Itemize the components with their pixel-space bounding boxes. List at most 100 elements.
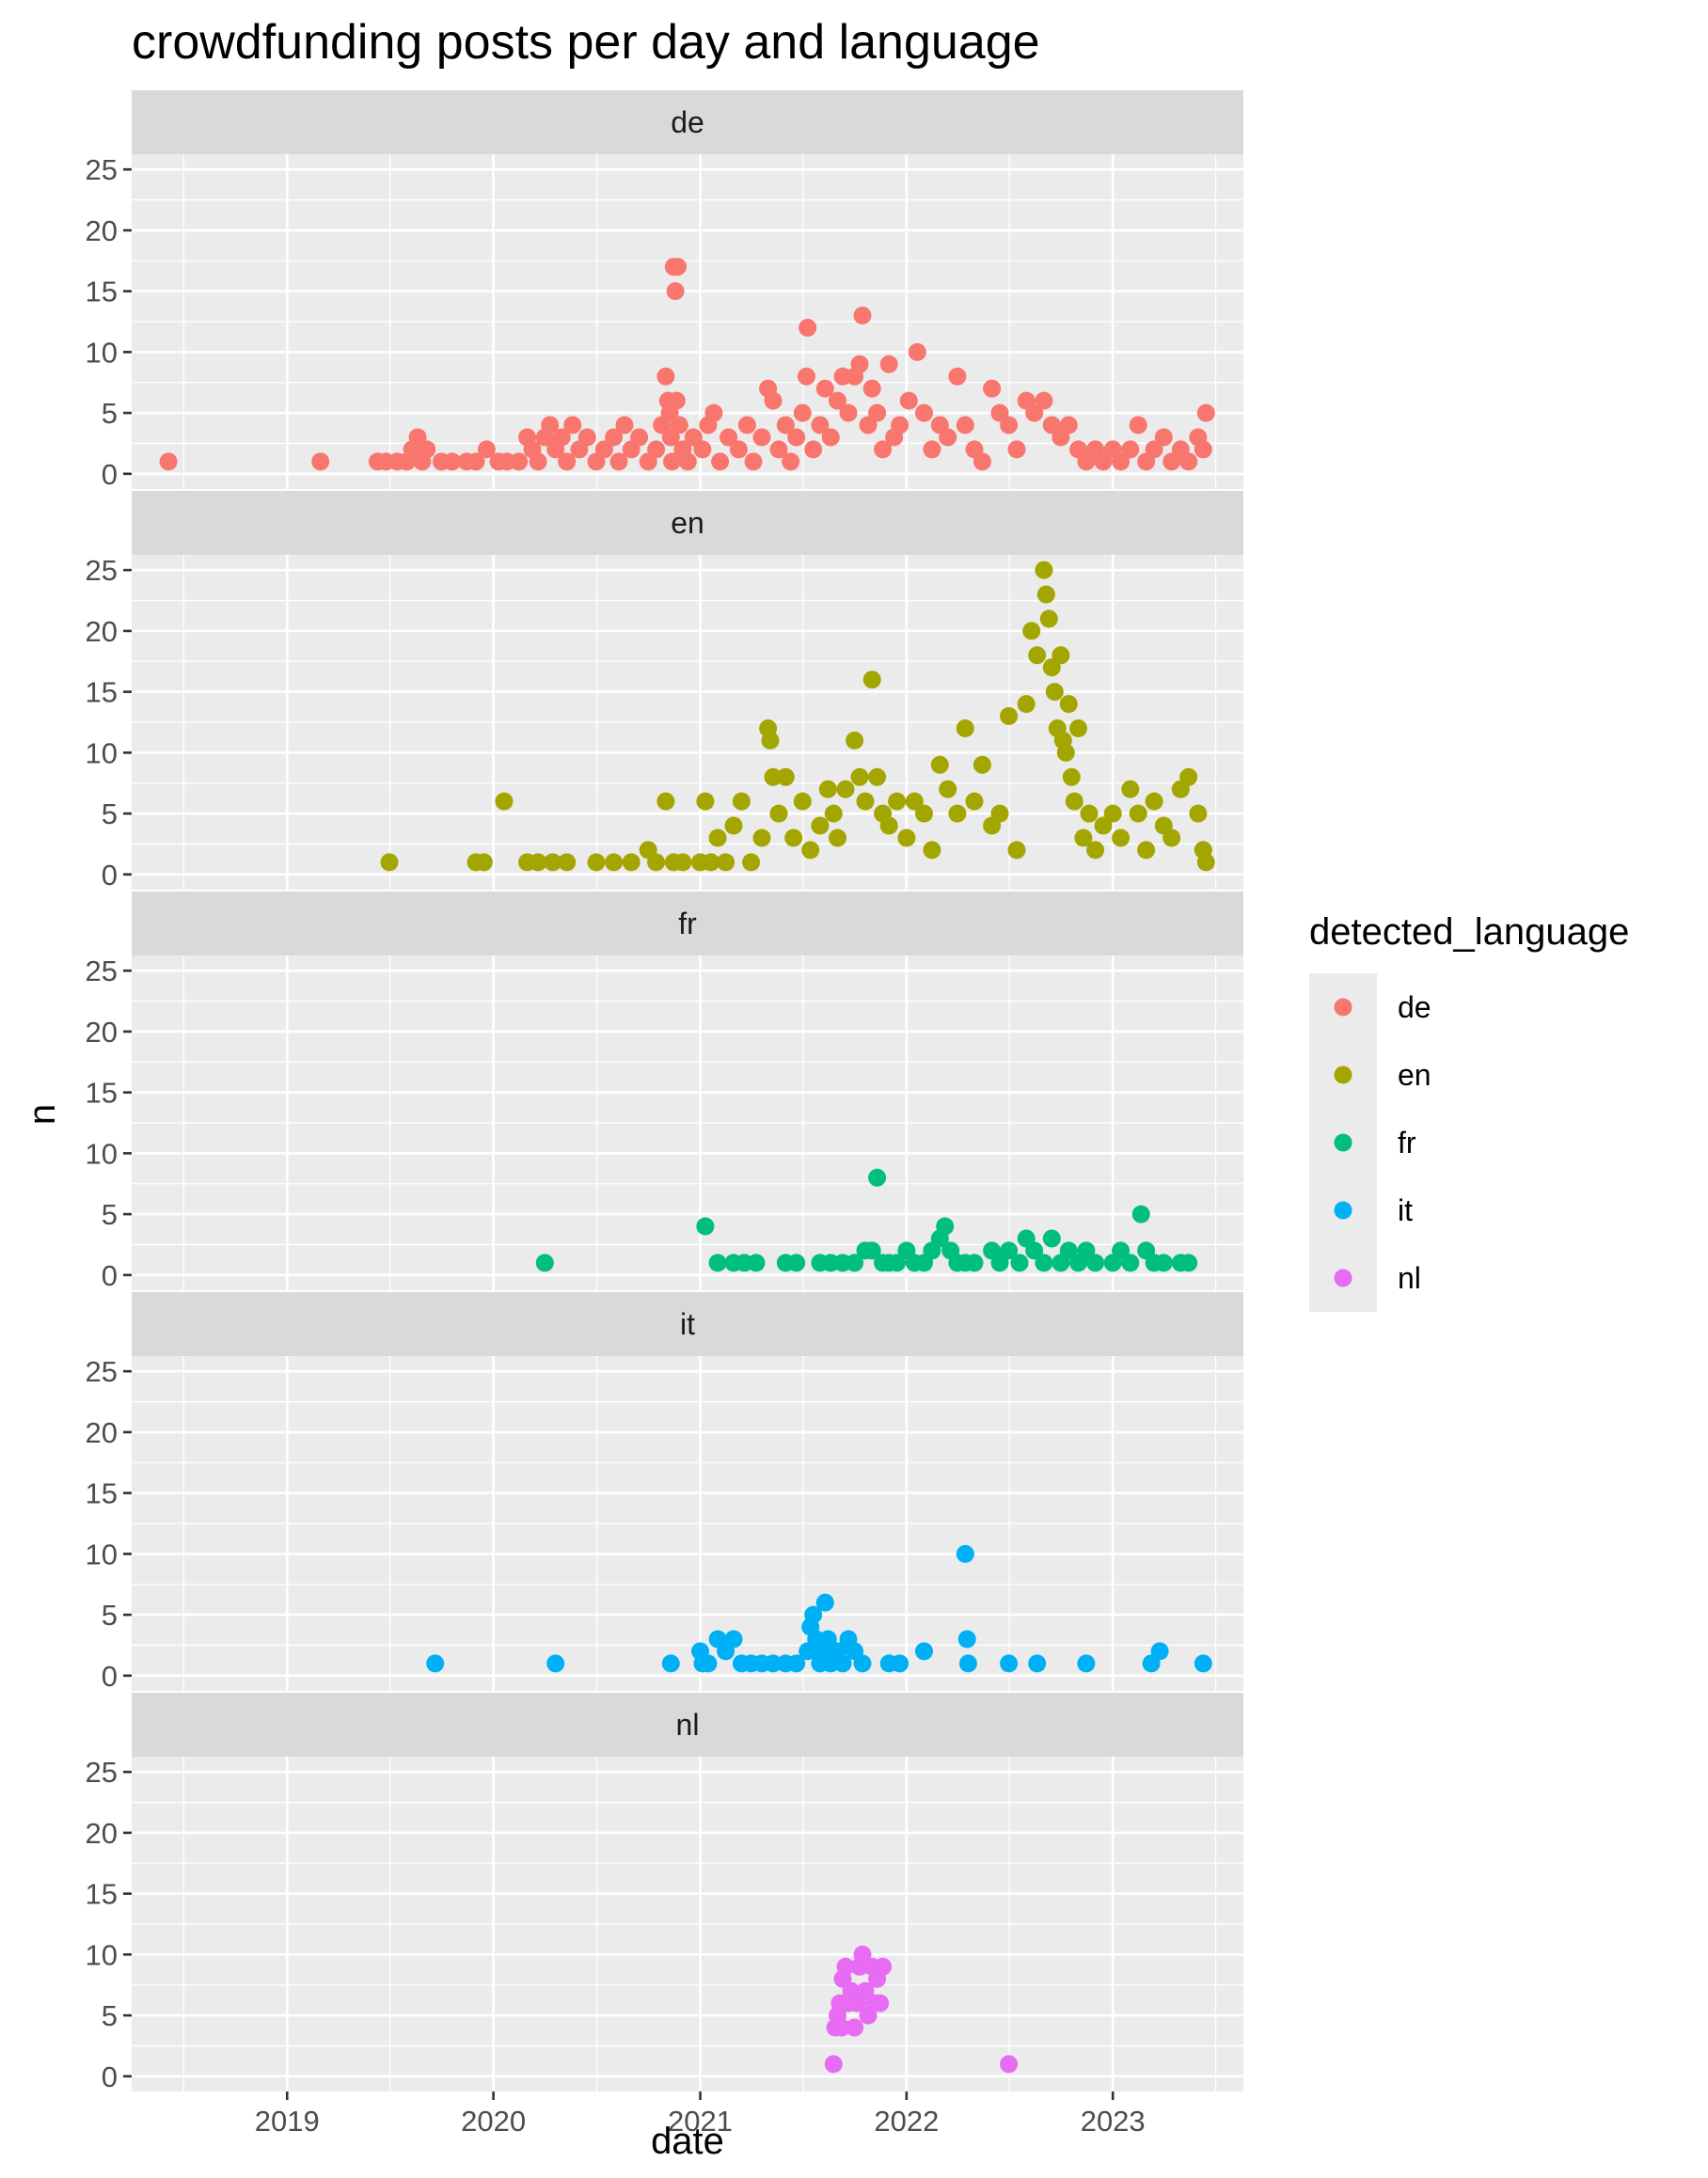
data-point: [724, 816, 743, 835]
data-point: [1052, 646, 1070, 665]
data-point: [868, 403, 887, 422]
data-point: [669, 258, 687, 276]
data-point: [958, 1654, 977, 1673]
x-tick-label: 2023: [1081, 2105, 1146, 2138]
data-point: [737, 416, 756, 434]
data-point: [1094, 816, 1113, 835]
y-tick-label: 10: [86, 736, 118, 769]
data-point: [1039, 609, 1058, 628]
data-point: [1179, 767, 1198, 786]
data-point: [702, 853, 720, 872]
data-point: [1196, 403, 1215, 422]
data-point: [850, 767, 869, 786]
y-tick-label: 25: [86, 955, 118, 987]
data-point: [990, 804, 1009, 823]
data-point: [1154, 1254, 1173, 1272]
data-point: [1000, 707, 1019, 725]
y-tick-label: 5: [102, 1198, 118, 1231]
data-point: [605, 428, 624, 447]
data-point: [752, 428, 771, 447]
data-point: [818, 780, 837, 798]
x-tick-label: 2019: [255, 2105, 320, 2138]
data-point: [1025, 403, 1044, 422]
data-point: [853, 1654, 872, 1673]
data-point: [973, 755, 991, 774]
data-point: [874, 1957, 893, 1976]
data-point: [1035, 1254, 1053, 1272]
y-tick-label: 0: [102, 1660, 118, 1693]
y-tick-label: 15: [86, 1477, 118, 1510]
data-point: [764, 1654, 783, 1673]
data-point: [1179, 452, 1198, 471]
x-tick-label: 2020: [461, 2105, 526, 2138]
y-tick-label: 0: [102, 2060, 118, 2093]
legend-label: de: [1398, 990, 1431, 1024]
data-point: [311, 452, 330, 471]
data-point: [793, 792, 812, 811]
facet-panel-it: it 0 5 10 15 20 25: [86, 1292, 1243, 1693]
data-point: [1000, 1241, 1019, 1260]
data-point: [1007, 841, 1026, 860]
data-point: [1129, 416, 1147, 434]
data-point: [708, 1254, 727, 1272]
data-point: [704, 403, 723, 422]
data-point: [1121, 780, 1140, 798]
data-point: [862, 671, 881, 689]
chart-title: crowdfunding posts per day and language: [132, 15, 1040, 70]
data-point: [784, 829, 803, 847]
data-point: [647, 440, 666, 459]
data-point: [647, 853, 666, 872]
y-tick-label: 10: [86, 1938, 118, 1971]
series-points-de: [159, 258, 1215, 471]
facet-panel-en: en 0 5 10 15 20 25: [86, 491, 1243, 892]
data-point: [678, 452, 697, 471]
data-point: [1112, 829, 1131, 847]
data-point: [793, 403, 812, 422]
data-point: [1189, 804, 1208, 823]
y-tick-label: 5: [102, 1999, 118, 2032]
y-tick-label: 20: [86, 1817, 118, 1850]
data-point: [891, 1654, 909, 1673]
data-point: [1112, 1241, 1131, 1260]
data-point: [888, 1254, 907, 1272]
data-point: [939, 780, 957, 798]
data-point: [804, 1605, 823, 1624]
data-point: [529, 853, 547, 872]
data-point: [846, 2018, 864, 2037]
data-point: [782, 452, 800, 471]
data-point: [801, 841, 820, 860]
data-point: [846, 731, 864, 750]
data-point: [764, 767, 783, 786]
data-point: [1196, 853, 1215, 872]
data-point: [776, 416, 795, 434]
y-tick-label: 25: [86, 1355, 118, 1388]
data-point: [871, 1994, 890, 2012]
data-point: [764, 391, 783, 410]
data-point: [856, 792, 875, 811]
data-point: [1000, 2055, 1019, 2074]
data-point: [1121, 1254, 1140, 1272]
data-point: [1069, 719, 1087, 737]
data-point: [908, 342, 926, 361]
data-point: [965, 792, 984, 811]
data-point: [846, 1254, 864, 1272]
data-point: [769, 440, 788, 459]
data-point: [656, 367, 675, 386]
facet-panel-de: de 0 5 10 15 20 25: [86, 90, 1243, 491]
legend-key-nl: [1334, 1269, 1352, 1287]
data-point: [862, 1241, 881, 1260]
data-point: [1007, 440, 1026, 459]
facet-strip-label: en: [671, 506, 704, 540]
facet-strip-en: [132, 491, 1243, 555]
data-point: [1035, 560, 1053, 579]
data-point: [804, 440, 823, 459]
data-point: [832, 2018, 851, 2037]
data-point: [1112, 452, 1131, 471]
data-point: [656, 792, 675, 811]
y-tick-label: 10: [86, 336, 118, 369]
data-point: [1162, 829, 1181, 847]
data-point: [888, 792, 907, 811]
data-point: [1022, 622, 1041, 640]
data-point: [535, 1254, 554, 1272]
data-point: [915, 403, 933, 422]
